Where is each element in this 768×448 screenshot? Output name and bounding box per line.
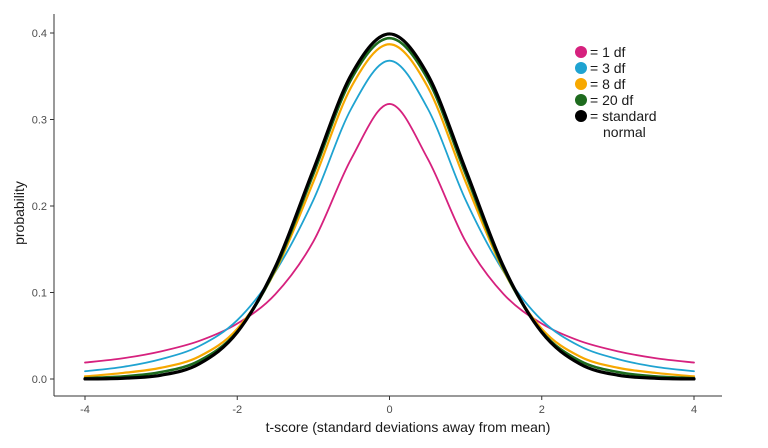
y-tick-label: 0.0: [32, 374, 47, 386]
x-tick-label: 0: [386, 404, 392, 416]
legend-label: = 1 df: [590, 44, 626, 60]
y-axis-title: probability: [11, 181, 27, 245]
series-line-1: [84, 59, 695, 373]
legend: = 1 df= 3 df= 8 df= 20 df= standardnorma…: [575, 44, 657, 140]
x-tick-label: 4: [691, 404, 697, 416]
legend-label: = 20 df: [590, 92, 633, 108]
legend-label: = standard: [590, 108, 657, 124]
y-tick-label: 0.1: [32, 288, 47, 300]
y-tick-label: 0.2: [32, 201, 47, 213]
series-line-2: [83, 43, 696, 378]
y-tick-label: 0.4: [32, 28, 47, 40]
legend-marker: [575, 78, 587, 90]
legend-label: = 3 df: [590, 60, 626, 76]
legend-label: normal: [603, 124, 646, 140]
series-lines: [83, 32, 696, 381]
series-line-3: [83, 36, 696, 380]
y-ticks: 0.0 0.1 0.2 0.3 0.4: [32, 28, 54, 386]
x-tick-label: 2: [539, 404, 545, 416]
legend-label: = 8 df: [590, 76, 626, 92]
legend-marker: [575, 62, 587, 74]
x-ticks: -4 -2 0 2 4: [80, 396, 697, 416]
x-tick-label: -4: [80, 404, 90, 416]
legend-marker: [575, 110, 587, 122]
x-axis-title: t-score (standard deviations away from m…: [266, 419, 551, 435]
legend-marker: [575, 94, 587, 106]
legend-marker: [575, 46, 587, 58]
axes: [53, 14, 722, 397]
series-line-0: [84, 103, 695, 364]
x-tick-label: -2: [232, 404, 242, 416]
y-tick-label: 0.3: [32, 115, 47, 127]
series-line-4: [83, 32, 696, 381]
